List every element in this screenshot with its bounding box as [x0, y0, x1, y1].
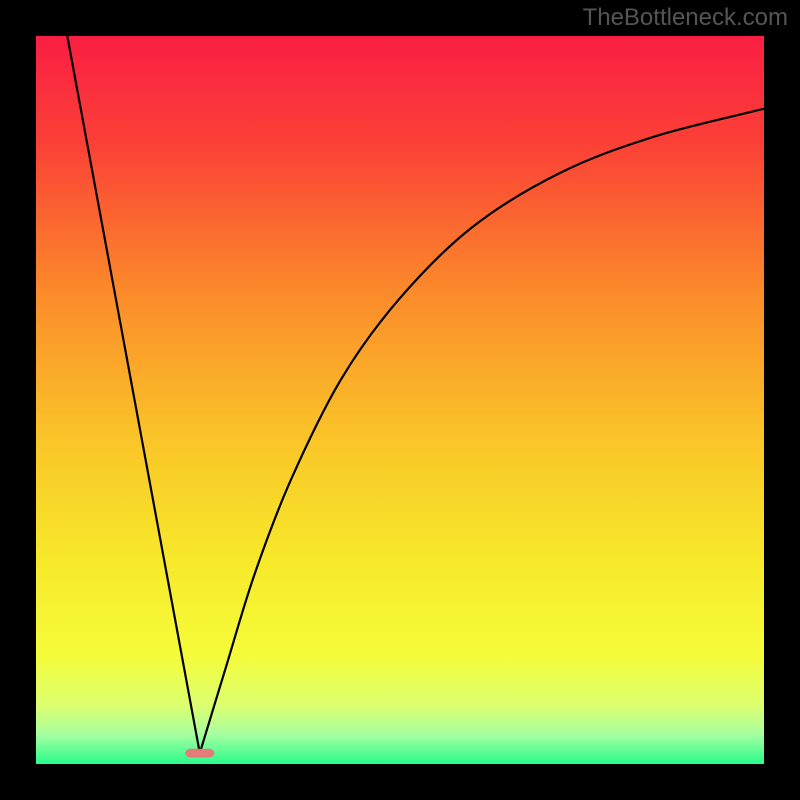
bottleneck-chart — [0, 0, 800, 800]
chart-container: TheBottleneck.com — [0, 0, 800, 800]
plot-background — [36, 36, 764, 764]
attribution-text: TheBottleneck.com — [583, 4, 788, 32]
valley-marker — [185, 749, 214, 758]
